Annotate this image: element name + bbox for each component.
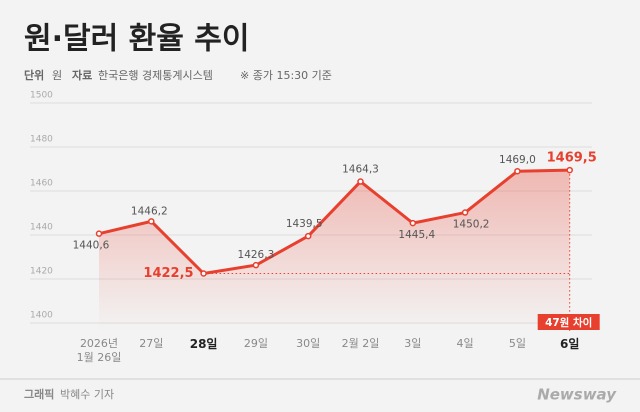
- note: ※ 종가 15:30 기준: [240, 69, 332, 82]
- y-tick-label: 1440: [30, 223, 53, 233]
- value-label: 1445,4: [398, 229, 435, 241]
- y-tick-label: 1460: [30, 179, 53, 189]
- point: [252, 261, 260, 269]
- point: [461, 209, 469, 216]
- source-label: 자료: [72, 68, 92, 82]
- value-label: 1440,6: [73, 240, 110, 252]
- unit: 원: [52, 69, 62, 82]
- value-label: 1446,2: [131, 205, 168, 217]
- x-tick-label: 28일: [189, 337, 218, 351]
- value-label: 1450,2: [453, 219, 490, 231]
- y-tick-label: 1400: [30, 311, 53, 321]
- value-label: 1469,5: [547, 151, 597, 166]
- annotation: 47원 차이: [537, 314, 600, 330]
- point: [514, 167, 521, 175]
- x-tick-label: 27일: [139, 337, 164, 350]
- unit-label: 단위: [24, 68, 44, 82]
- x-tick-label: 3일: [404, 337, 422, 350]
- value-label: 1464,3: [342, 164, 379, 176]
- x-tick-label: 30일: [296, 337, 321, 350]
- point: [95, 230, 103, 237]
- point: [357, 178, 364, 185]
- y-tick-label: 1500: [30, 91, 53, 101]
- value-label: 1439,5: [286, 218, 323, 230]
- point: [409, 219, 417, 227]
- annotation-box: [537, 314, 600, 330]
- y-tick-label: 1480: [30, 135, 53, 145]
- value-label: 1426,3: [238, 249, 275, 261]
- source: 한국은행 경제통계시스템: [98, 69, 213, 82]
- value-label: 1469,0: [499, 154, 536, 166]
- x-tick-label: 2월 2일: [341, 337, 380, 350]
- y-tick-label: 1420: [30, 267, 53, 277]
- annotation-text: 47원 차이: [545, 316, 592, 329]
- x-tick-label: 4일: [456, 337, 474, 350]
- value-label: 1422,5: [143, 266, 193, 281]
- point: [200, 270, 207, 277]
- x-tick-label: 29일: [243, 337, 268, 350]
- point: [148, 218, 155, 225]
- chart-title: 원·달러 환율 추이: [24, 22, 250, 57]
- point: [566, 166, 573, 174]
- brand: Newsway: [537, 386, 617, 404]
- credit-label: 그래픽: [24, 387, 54, 401]
- credit: 박혜수 기자: [60, 388, 114, 401]
- point: [304, 232, 312, 240]
- x-tick-label: 5일: [508, 337, 526, 350]
- area: [99, 170, 570, 331]
- x-tick-label: 2026년 1월 26일: [76, 337, 122, 364]
- x-tick-label: 6일: [559, 337, 580, 351]
- line: [98, 168, 570, 275]
